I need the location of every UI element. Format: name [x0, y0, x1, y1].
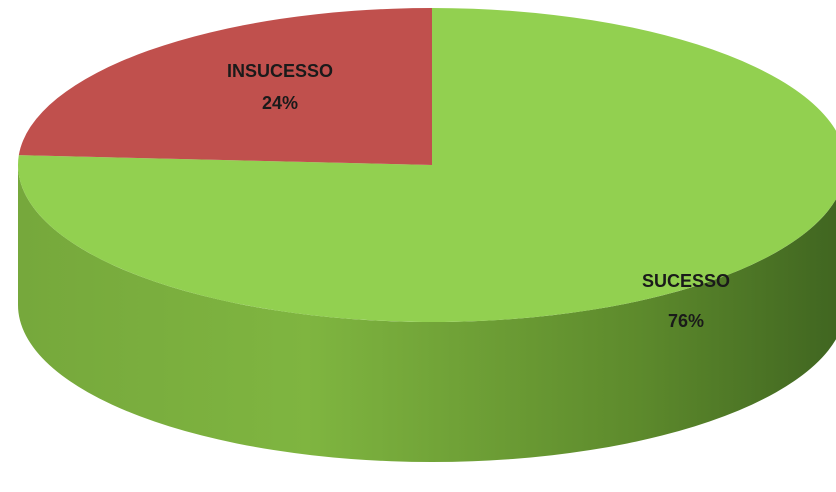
slice [18, 8, 836, 322]
slice-side [18, 165, 836, 462]
slice-category-label: SUCESSO [642, 271, 730, 291]
slice-value-label: 76% [668, 311, 704, 331]
slice-value-label: 24% [262, 93, 298, 113]
slice [18, 8, 433, 165]
slice-category-label: INSUCESSO [227, 61, 333, 81]
